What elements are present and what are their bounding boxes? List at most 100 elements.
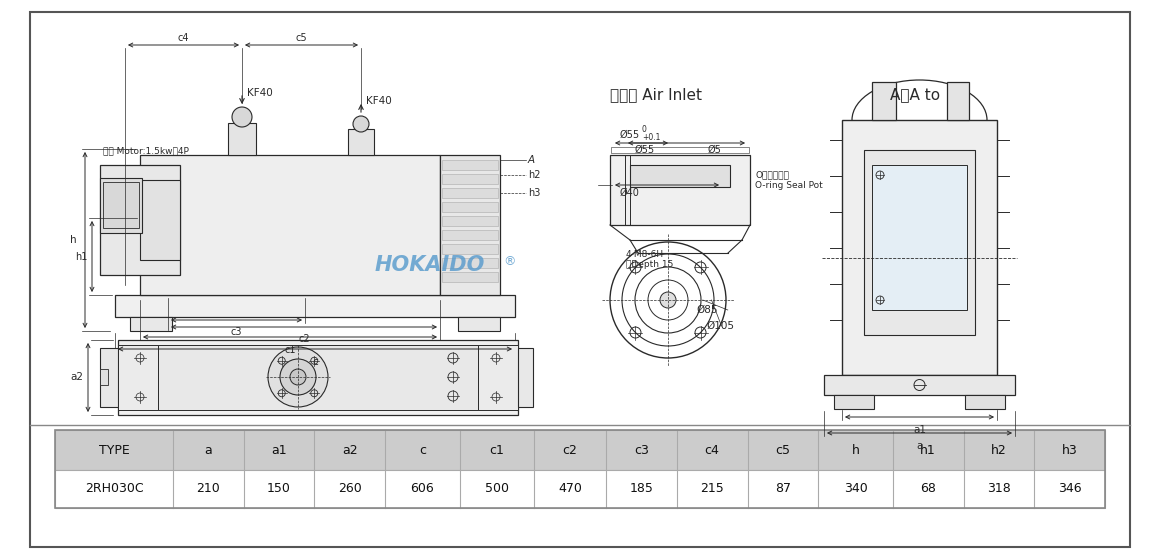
Bar (965, 395, 1005, 409)
Bar (842, 120, 996, 375)
Text: Ø55: Ø55 (635, 145, 655, 155)
Text: c2: c2 (563, 443, 578, 456)
Bar (824, 375, 1015, 395)
Bar (229, 123, 256, 155)
Text: 电机 Motor:1.5kw，4P: 电机 Motor:1.5kw，4P (103, 146, 189, 155)
Text: ®: ® (503, 256, 515, 268)
Text: c4: c4 (177, 33, 189, 43)
Bar (440, 155, 500, 295)
Bar (947, 82, 969, 120)
Bar (442, 202, 498, 212)
Text: 500: 500 (485, 482, 509, 496)
Text: h1: h1 (74, 251, 87, 261)
Bar (100, 165, 180, 275)
Bar (348, 129, 374, 155)
Bar (55, 430, 1105, 470)
Text: h: h (851, 443, 860, 456)
Text: a1: a1 (913, 425, 926, 435)
Bar (442, 216, 498, 226)
Bar (55, 470, 1105, 508)
Bar (118, 345, 158, 410)
Bar (140, 180, 180, 260)
Text: 68: 68 (920, 482, 936, 496)
Text: c4: c4 (705, 443, 719, 456)
Text: h1: h1 (920, 443, 936, 456)
Bar (130, 317, 172, 331)
Bar (140, 155, 440, 295)
Text: h2: h2 (991, 443, 1007, 456)
Bar (442, 230, 498, 240)
Bar (834, 395, 873, 409)
Circle shape (232, 107, 252, 127)
Text: 150: 150 (267, 482, 291, 496)
Bar (442, 272, 498, 282)
Text: 340: 340 (843, 482, 868, 496)
Bar (442, 258, 498, 268)
Text: a2: a2 (342, 443, 357, 456)
Circle shape (353, 116, 369, 132)
Text: h3: h3 (1061, 443, 1078, 456)
Text: 0: 0 (641, 125, 647, 135)
Text: 2RH030C: 2RH030C (85, 482, 144, 496)
Text: Ø5: Ø5 (708, 145, 722, 155)
Text: c3: c3 (635, 443, 648, 456)
Circle shape (280, 359, 316, 395)
Bar (872, 82, 896, 120)
Bar (872, 165, 967, 310)
Bar (100, 178, 142, 233)
Bar (158, 345, 478, 410)
Bar (100, 348, 118, 407)
Bar (55, 430, 1105, 508)
Text: a: a (916, 441, 922, 451)
Bar (519, 348, 532, 407)
Text: 进气口 Air Inlet: 进气口 Air Inlet (610, 87, 702, 102)
Text: TYPE: TYPE (99, 443, 129, 456)
Text: c5: c5 (775, 443, 790, 456)
Bar (610, 155, 751, 225)
Bar (864, 150, 976, 335)
Bar (115, 295, 515, 317)
Bar (442, 160, 498, 170)
Text: a2: a2 (70, 372, 84, 382)
Text: 185: 185 (630, 482, 653, 496)
Bar (630, 165, 730, 187)
Text: O型圈密封槽
O-ring Seal Pot: O型圈密封槽 O-ring Seal Pot (755, 170, 822, 190)
Text: Ø40: Ø40 (621, 188, 640, 198)
Text: 260: 260 (338, 482, 362, 496)
Text: 606: 606 (411, 482, 434, 496)
Text: c3: c3 (231, 327, 242, 337)
Bar (100, 369, 108, 385)
Text: c5: c5 (296, 33, 307, 43)
Text: 470: 470 (558, 482, 582, 496)
Text: 346: 346 (1058, 482, 1081, 496)
Text: c2: c2 (298, 334, 310, 344)
Circle shape (290, 369, 306, 385)
Bar (118, 340, 519, 415)
Text: +0.1: +0.1 (641, 133, 660, 141)
Text: A向A to: A向A to (890, 87, 940, 102)
Bar (442, 174, 498, 184)
Bar (442, 244, 498, 254)
Bar (442, 188, 498, 198)
Text: A: A (528, 155, 535, 165)
Text: c1: c1 (490, 443, 505, 456)
Text: Ø105: Ø105 (706, 321, 734, 331)
Bar (458, 317, 500, 331)
Text: Ø85: Ø85 (696, 305, 718, 315)
Bar (611, 147, 749, 153)
Text: c1: c1 (284, 345, 296, 355)
Text: a1: a1 (271, 443, 287, 456)
Text: 318: 318 (987, 482, 1010, 496)
Text: a: a (204, 443, 212, 456)
Text: HOKAIDO: HOKAIDO (375, 255, 485, 275)
Bar (103, 182, 139, 228)
Text: 210: 210 (196, 482, 220, 496)
Text: 4-M8-6H
深Depth 15: 4-M8-6H 深Depth 15 (626, 250, 673, 270)
Text: Ø55: Ø55 (619, 130, 640, 140)
Bar (478, 345, 519, 410)
Text: c: c (419, 443, 426, 456)
Text: KF40: KF40 (367, 96, 392, 106)
Circle shape (660, 292, 676, 308)
Text: KF40: KF40 (247, 88, 273, 98)
Text: h3: h3 (528, 188, 541, 198)
